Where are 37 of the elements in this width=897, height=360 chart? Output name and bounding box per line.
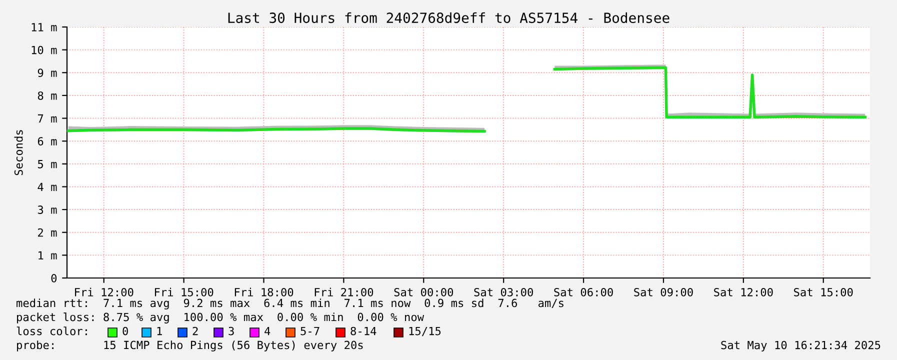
x-tick-label: Sat 12:00 [714, 288, 773, 296]
x-tick-label: Sat 09:00 [634, 288, 693, 296]
y-tick-label: 8 m [38, 91, 57, 100]
y-tick-label: 5 m [38, 160, 57, 168]
y-tick-label: 6 m [38, 137, 57, 146]
x-tick-label: Fri 18:00 [234, 288, 294, 296]
x-tick-label: Sat 00:00 [394, 288, 454, 296]
text: Sat May 10 16:21:34 2025 [721, 340, 880, 352]
text: 2 [192, 326, 198, 336]
chart-title: Last 30 Hours from 2402768d9eff to AS57154 - Bodensee [228, 12, 670, 24]
x-tick-label: Fri 12:00 [75, 288, 134, 296]
text: 4 [264, 326, 270, 336]
y-tick-label: 7 m [38, 114, 57, 123]
text: 15/15 [409, 326, 441, 336]
y-tick-label: 4 m [38, 182, 57, 191]
y-tick-label: 10 m [32, 46, 57, 54]
y-tick-label: 3 m [38, 206, 57, 214]
text: probe: 15 ICMP Echo Pings (56 Bytes) every 20s [17, 340, 363, 352]
y-tick-label: 9 m [38, 68, 57, 78]
text: packet loss: 8.75 % avg 100.00 % max 0.00 % min 0.00 % now [17, 312, 424, 324]
text: 8-14 [350, 326, 376, 336]
x-tick-label: Fri 21:00 [314, 288, 374, 296]
text: 0 [122, 326, 128, 336]
y-tick-label: 2 m [38, 228, 57, 237]
y-tick-label: 11 m [32, 23, 57, 32]
text: 3 [228, 326, 234, 336]
x-tick-label: Fri 15:00 [154, 288, 214, 296]
text: median rtt: 7.1 ms avg 9.2 ms max 6.4 ms min 7.1 ms now 0.9 ms sd 7.6 am/s [16, 298, 564, 310]
text: loss color: [16, 326, 87, 336]
text: 1 [157, 326, 162, 336]
y-tick-label: 1 m [38, 251, 57, 260]
x-tick-label: Sat 03:00 [474, 288, 533, 296]
x-tick-label: Sat 06:00 [554, 288, 613, 296]
y-tick-label: 0 [51, 274, 57, 282]
y-axis-title: Seconds [14, 130, 23, 176]
text: 5-7 [300, 326, 320, 336]
x-tick-label: Sat 15:00 [794, 288, 853, 296]
